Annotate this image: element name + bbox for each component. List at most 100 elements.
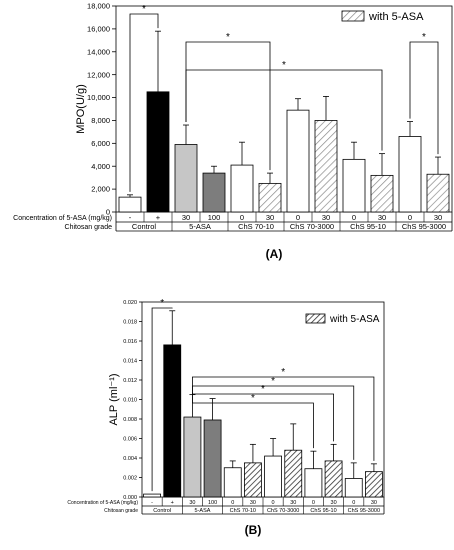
- row-title-concentration: Concentration of 5-ASA (mg/kg): [13, 215, 112, 222]
- group-label: ChS 70-10: [238, 222, 274, 231]
- group-label: ChS 70-3000: [267, 508, 299, 514]
- legend-label: with 5-ASA: [368, 11, 424, 23]
- bar: [370, 174, 394, 213]
- bar: [304, 468, 323, 498]
- row-title-concentration: Concentration of 5-ASA (mg/kg): [67, 500, 138, 506]
- concentration-label: 30: [250, 500, 256, 506]
- group-label: ChS 95-3000: [348, 508, 380, 514]
- row-title-chitosan: Chitosan grade: [65, 224, 113, 231]
- y-tick-label: 0.010: [123, 397, 137, 403]
- bar: [324, 460, 343, 498]
- concentration-label: 100: [208, 500, 217, 506]
- significance-star: *: [226, 32, 230, 43]
- y-tick-label: 0: [106, 208, 110, 217]
- y-tick-label: 12,000: [87, 70, 110, 79]
- concentration-label: 30: [378, 213, 386, 222]
- significance-star: *: [261, 384, 265, 395]
- concentration-label: -: [151, 500, 153, 506]
- bar: [146, 91, 170, 213]
- group-label: 5-ASA: [189, 222, 211, 231]
- y-tick-label: 0.008: [123, 417, 137, 423]
- bar: [426, 173, 450, 213]
- significance-bracket: [129, 13, 159, 192]
- significance-star: *: [282, 60, 286, 71]
- concentration-label: 0: [408, 213, 412, 222]
- bar: [365, 471, 383, 498]
- concentration-label: -: [129, 213, 132, 222]
- concentration-label: 30: [290, 500, 296, 506]
- bar: [223, 467, 242, 498]
- bar: [264, 455, 282, 498]
- concentration-label: 0: [296, 213, 300, 222]
- bar: [174, 144, 198, 213]
- significance-bracket: [192, 391, 314, 449]
- y-axis-label: MPO(U/g): [75, 84, 87, 134]
- significance-star: *: [271, 376, 275, 387]
- y-tick-label: 14,000: [87, 47, 110, 56]
- concentration-label: +: [171, 500, 174, 506]
- legend-swatch: [341, 10, 365, 22]
- panel-label: (B): [245, 523, 262, 537]
- chart-panel-b: 0.000 0.002 0.004 0.006 0.008 0.010 0.012 0.014…: [67, 298, 385, 537]
- concentration-label: 0: [312, 500, 315, 506]
- concentration-label: 0: [352, 500, 355, 506]
- concentration-label: 0: [272, 500, 275, 506]
- bar: [143, 493, 161, 498]
- chart-panel-a: 0 2,000 4,000 6,000 8,000 10,000 12,000 14,000 1…: [13, 2, 453, 261]
- y-tick-label: 0.006: [123, 436, 137, 442]
- y-tick-label: 4,000: [91, 162, 110, 171]
- concentration-label: 30: [266, 213, 274, 222]
- group-label: Control: [153, 508, 171, 514]
- bar: [202, 172, 226, 213]
- legend-swatch: [305, 313, 326, 324]
- bar: [244, 462, 262, 498]
- concentration-label: 30: [371, 500, 377, 506]
- significance-star: *: [251, 393, 255, 404]
- bar: [183, 416, 202, 498]
- significance-star: *: [142, 4, 146, 15]
- significance-star: *: [422, 32, 426, 43]
- concentration-label: 30: [434, 213, 442, 222]
- bar: [284, 449, 303, 498]
- panel-label: (A): [266, 247, 283, 261]
- y-tick-label: 0.020: [123, 300, 137, 306]
- row-title-chitosan: Chitosan grade: [104, 508, 138, 514]
- y-tick-label: 0.004: [123, 456, 137, 462]
- bar: [118, 196, 142, 213]
- y-tick-label: 18,000: [87, 2, 110, 11]
- bar: [203, 419, 222, 498]
- group-label: Control: [132, 222, 157, 231]
- significance-bracket: [185, 69, 383, 151]
- y-tick-label: 0.000: [123, 495, 137, 501]
- bar: [342, 158, 366, 213]
- significance-star: *: [160, 298, 164, 309]
- significance-bracket: [409, 41, 439, 155]
- y-axis-label: ALP (ml⁻¹): [108, 373, 120, 425]
- significance-bracket: [192, 385, 355, 460]
- y-tick-label: 0.018: [123, 319, 137, 325]
- concentration-label: 30: [189, 500, 195, 506]
- bar: [163, 344, 182, 498]
- concentration-label: 0: [231, 500, 234, 506]
- bar: [398, 136, 422, 213]
- y-tick-label: 0.014: [123, 358, 137, 364]
- significance-bracket: [192, 376, 375, 461]
- concentration-label: 0: [352, 213, 356, 222]
- group-label: 5-ASA: [195, 508, 211, 514]
- significance-bracket: [185, 41, 271, 171]
- group-label: ChS 95-10: [350, 222, 386, 231]
- y-tick-label: 0.012: [123, 378, 137, 384]
- bar: [344, 478, 363, 498]
- y-tick-label: 6,000: [91, 139, 110, 148]
- y-tick-label: 0.002: [123, 475, 137, 481]
- bar: [230, 164, 254, 213]
- y-tick-label: 16,000: [87, 25, 110, 34]
- concentration-label: 30: [182, 213, 190, 222]
- y-tick-label: 2,000: [91, 185, 110, 194]
- concentration-label: 30: [331, 500, 337, 506]
- significance-bracket: [151, 307, 173, 492]
- group-label: ChS 70-10: [230, 508, 256, 514]
- concentration-label: 100: [208, 213, 221, 222]
- y-tick-label: 8,000: [91, 116, 110, 125]
